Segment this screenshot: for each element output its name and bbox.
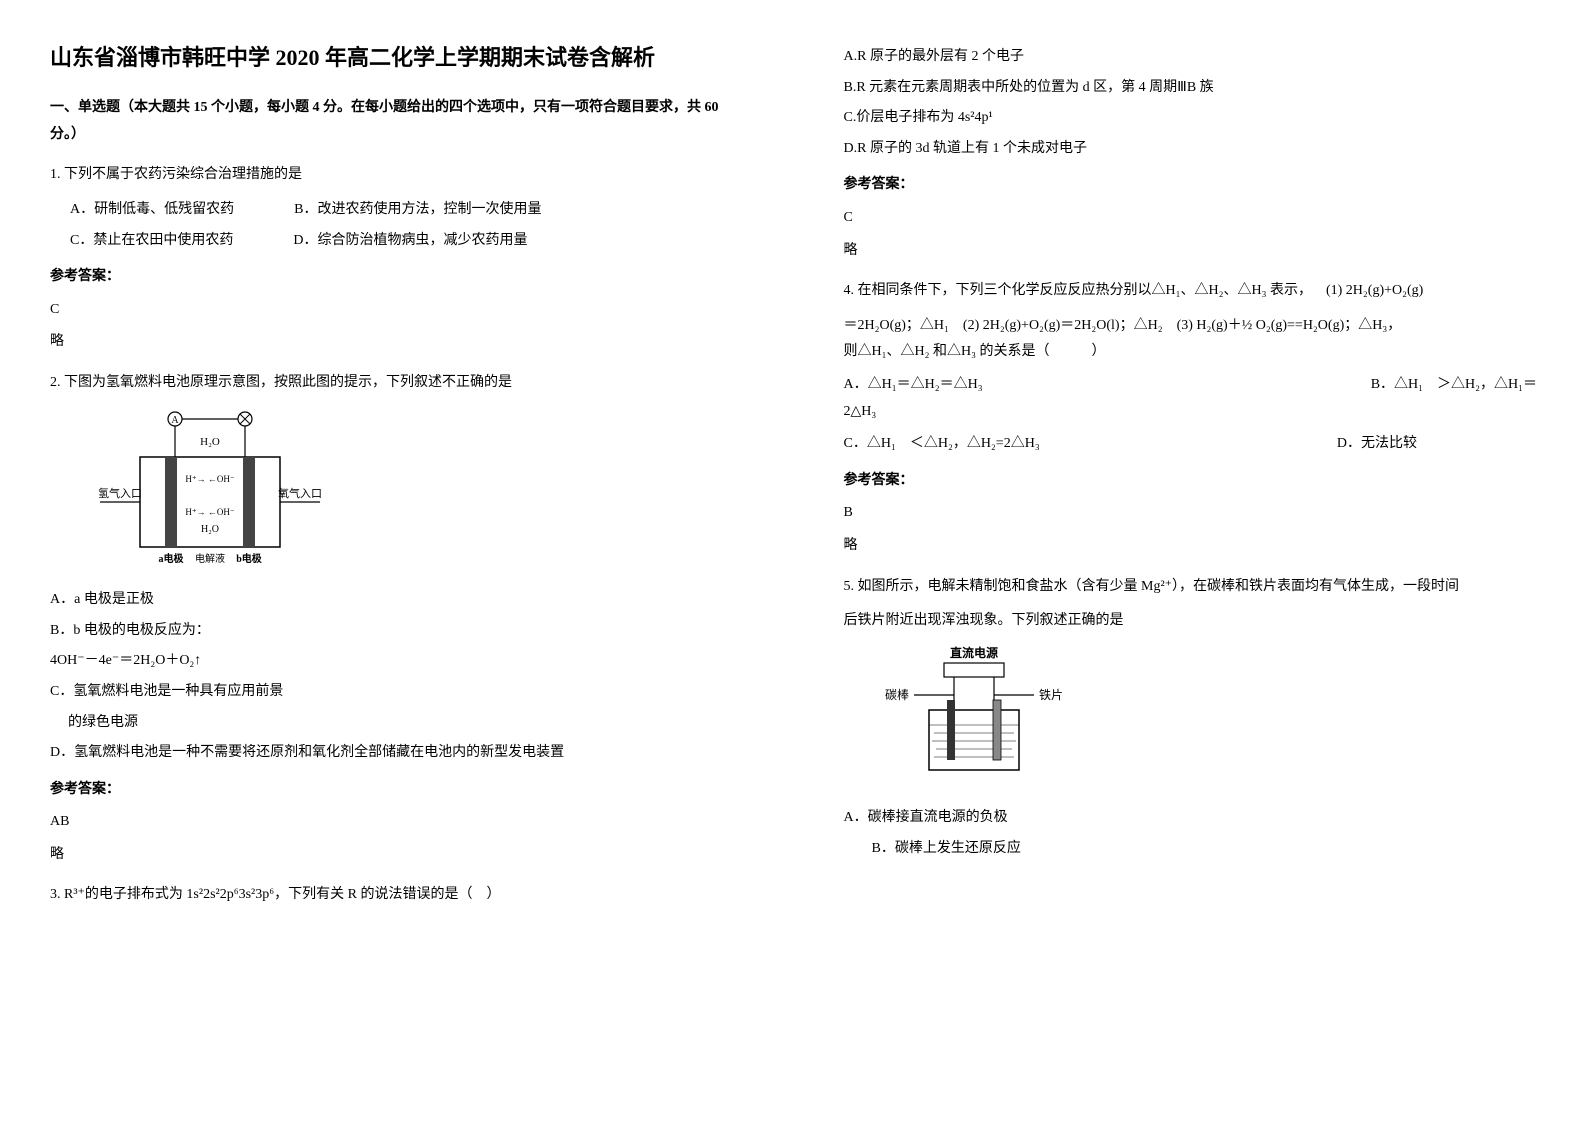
- q3-stem: 3. R³⁺的电子排布式为 1s²2s²2p⁶3s²3p⁶，下列有关 R 的说法…: [50, 882, 744, 909]
- electrolysis-diagram: 直流电源 碳棒 铁片: [874, 645, 1538, 796]
- h2o-top-label: H₂O: [200, 436, 220, 448]
- q4-stem-2: ＝2H₂O(g)；△H₁ (2) 2H₂(g)+O₂(g)＝2H₂O(l)；△H…: [844, 313, 1538, 340]
- q4-opt-a: A．△H₁＝△H₂＝△H₃: [844, 372, 983, 399]
- q3-note: 略: [844, 238, 1538, 265]
- q3-answer: C: [844, 205, 1538, 232]
- q3-opt-a: A.R 原子的最外层有 2 个电子: [844, 44, 1538, 71]
- q4-opt-b: B．△H₁ ＞△H₂，△H₁＝: [1371, 372, 1537, 399]
- right-column: A.R 原子的最外层有 2 个电子 B.R 元素在元素周期表中所处的位置为 d …: [794, 0, 1587, 1122]
- q1-opt-d: D．综合防治植物病虫，减少农药用量: [293, 228, 527, 255]
- exam-title: 山东省淄博市韩旺中学 2020 年高二化学上学期期末试卷含解析: [50, 40, 744, 75]
- carbon-rod-label: 碳棒: [884, 688, 908, 702]
- q1-opt-b: B．改进农药使用方法，控制一次使用量: [294, 197, 541, 224]
- o2-inlet-label: 氧气入口: [278, 486, 322, 500]
- q5-opt-a: A．碳棒接直流电源的负极: [844, 805, 1538, 832]
- q2-stem: 2. 下图为氢氧燃料电池原理示意图，按照此图的提示，下列叙述不正确的是: [50, 370, 744, 397]
- svg-text:H₂O: H₂O: [201, 524, 219, 535]
- svg-text:A: A: [171, 415, 179, 426]
- q2-opt-c-line2: 的绿色电源: [68, 710, 744, 737]
- h2-inlet-label: 氢气入口: [98, 486, 142, 500]
- a-electrode-label: a电极: [159, 552, 185, 565]
- q1-options: A．研制低毒、低残留农药 B．改进农药使用方法，控制一次使用量 C．禁止在农田中…: [70, 197, 744, 254]
- q1-note: 略: [50, 329, 744, 356]
- q3-opt-d: D.R 原子的 3d 轨道上有 1 个未成对电子: [844, 136, 1538, 163]
- svg-text:H⁺→ ←OH⁻: H⁺→ ←OH⁻: [185, 474, 234, 484]
- q2-opt-a: A．a 电极是正极: [50, 587, 744, 614]
- q2-opt-b: B．b 电极的电极反应为：: [50, 618, 744, 645]
- q4-opt-b-line2: 2△H₃: [844, 399, 1538, 426]
- q4-answer: B: [844, 500, 1538, 527]
- q4-opt-c: C．△H₁ ＜△H₂，△H₂=2△H₃: [844, 431, 1040, 458]
- b-electrode-label: b电极: [236, 552, 263, 565]
- fuel-cell-diagram: A H₂O 氢气入口 氧气入口 H⁺→ ←OH⁻ H⁺→ ←OH⁻ H₂O a电…: [80, 407, 744, 578]
- q1-stem: 1. 下列不属于农药污染综合治理措施的是: [50, 162, 744, 189]
- q3-answer-label: 参考答案：: [844, 172, 1538, 199]
- q2-answer-label: 参考答案：: [50, 777, 744, 804]
- q5-stem-2: 后铁片附近出现浑浊现象。下列叙述正确的是: [844, 608, 1538, 635]
- svg-text:H⁺→ ←OH⁻: H⁺→ ←OH⁻: [185, 507, 234, 517]
- q3-opt-c: C.价层电子排布为 4s²4p¹: [844, 105, 1538, 132]
- q1-answer-label: 参考答案：: [50, 264, 744, 291]
- q4-opt-d: D．无法比较: [1337, 431, 1417, 458]
- dc-source-label: 直流电源: [949, 645, 997, 660]
- q5-stem-1: 5. 如图所示，电解未精制饱和食盐水（含有少量 Mg²⁺），在碳棒和铁片表面均有…: [844, 574, 1538, 601]
- q2-opt-d: D．氢氧燃料电池是一种不需要将还原剂和氧化剂全部储藏在电池内的新型发电装置: [50, 740, 744, 767]
- iron-sheet-label: 铁片: [1039, 688, 1063, 702]
- section-1-header: 一、单选题（本大题共 15 个小题，每小题 4 分。在每小题给出的四个选项中，只…: [50, 95, 744, 148]
- q2-note: 略: [50, 842, 744, 869]
- q1-answer: C: [50, 297, 744, 324]
- q4-answer-label: 参考答案：: [844, 468, 1538, 495]
- q1-opt-a: A．研制低毒、低残留农药: [70, 197, 234, 224]
- q4-note: 略: [844, 533, 1538, 560]
- q5-opt-b: B．碳棒上发生还原反应: [872, 836, 1538, 863]
- q3-opt-b: B.R 元素在元素周期表中所处的位置为 d 区，第 4 周期ⅢB 族: [844, 75, 1538, 102]
- q4-stem-1: 4. 在相同条件下，下列三个化学反应反应热分别以△H₁、△H₂、△H₃ 表示， …: [844, 278, 1538, 305]
- q1-opt-c: C．禁止在农田中使用农药: [70, 228, 233, 255]
- q4-stem-3: 则△H₁、△H₂ 和△H₃ 的关系是（ ）: [844, 339, 1538, 366]
- electrolyte-label: 电解液: [195, 552, 225, 565]
- q2-opt-b-formula: 4OH⁻－4e⁻＝2H₂O＋O₂↑: [50, 648, 744, 675]
- q2-answer: AB: [50, 809, 744, 836]
- left-column: 山东省淄博市韩旺中学 2020 年高二化学上学期期末试卷含解析 一、单选题（本大…: [0, 0, 794, 1122]
- q2-opt-c: C．氢氧燃料电池是一种具有应用前景: [50, 679, 744, 706]
